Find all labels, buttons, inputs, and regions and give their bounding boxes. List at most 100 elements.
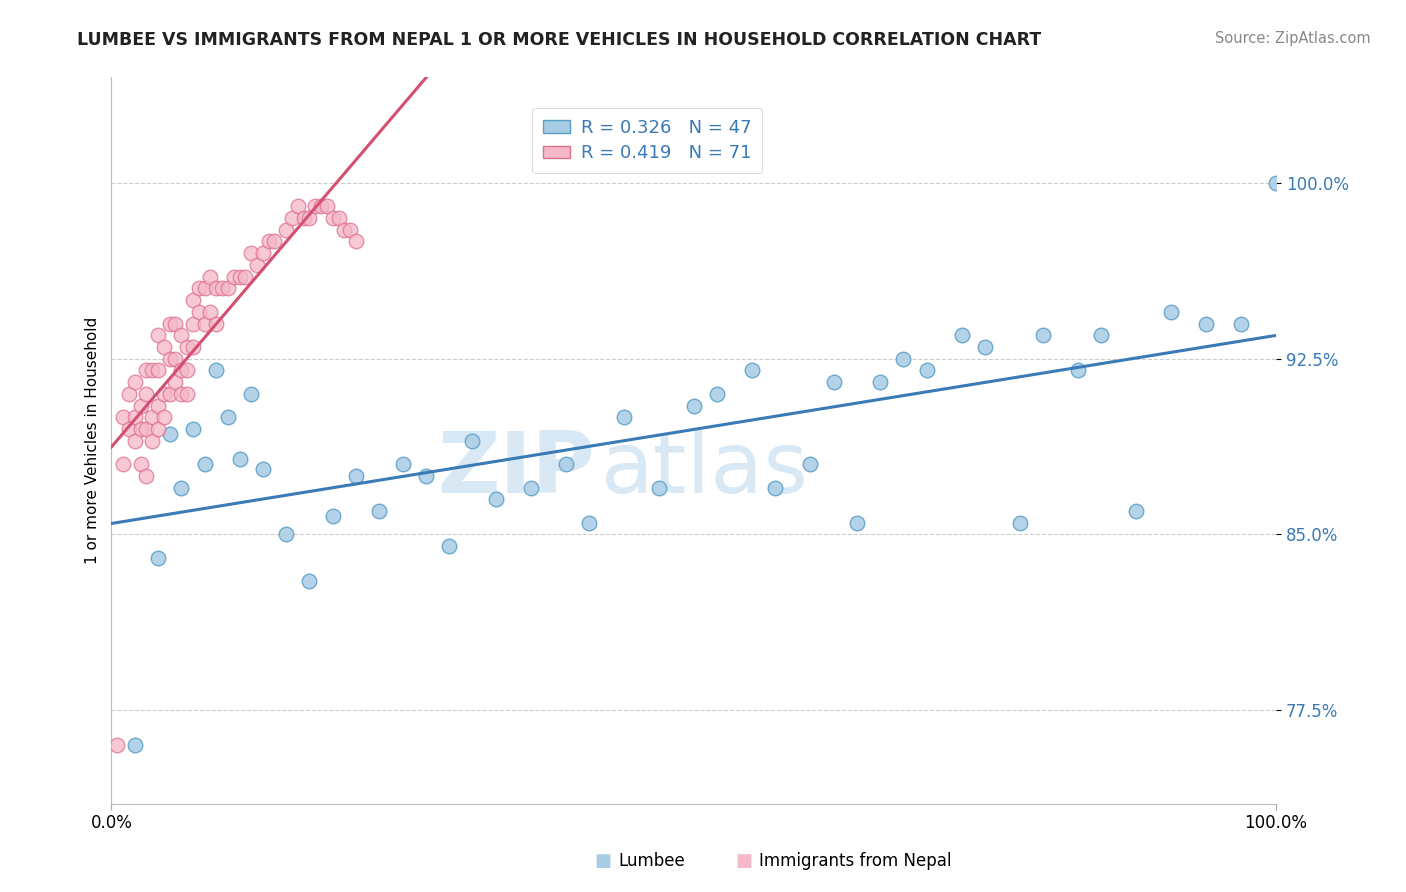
Point (344, 468, 367, 483)
Point (706, 387, 728, 401)
Text: LUMBEE VS IMMIGRANTS FROM NEPAL 1 OR MORE VEHICLES IN HOUSEHOLD CORRELATION CHAR: LUMBEE VS IMMIGRANTS FROM NEPAL 1 OR MOR… (77, 31, 1042, 49)
Point (146, 328, 169, 343)
Text: ZIP: ZIP (437, 428, 595, 511)
Point (141, 410, 163, 425)
Point (519, 481, 541, 495)
Point (328, 211, 350, 225)
Point (118, 387, 141, 401)
Point (274, 527, 297, 541)
Point (170, 328, 193, 343)
Point (893, 351, 915, 366)
Point (141, 434, 163, 448)
Point (240, 246, 263, 260)
Point (252, 462, 274, 476)
Text: Source: ZipAtlas.com: Source: ZipAtlas.com (1215, 31, 1371, 46)
Point (391, 457, 413, 471)
Point (217, 281, 239, 295)
Point (741, 363, 763, 377)
Point (200, 305, 222, 319)
Point (181, 422, 204, 436)
Point (298, 574, 321, 589)
Point (1090, 328, 1112, 343)
Point (274, 223, 297, 237)
Point (228, 269, 250, 284)
Text: atlas: atlas (600, 428, 808, 511)
Point (1230, 317, 1253, 331)
Point (146, 550, 169, 565)
Point (1067, 363, 1090, 377)
Point (176, 387, 198, 401)
Point (950, 328, 973, 343)
Point (257, 235, 280, 249)
Point (194, 281, 217, 295)
Point (461, 434, 484, 448)
Point (165, 317, 187, 331)
Point (135, 422, 157, 436)
Point (181, 340, 204, 354)
Point (344, 235, 367, 249)
Point (315, 199, 337, 213)
Point (211, 281, 233, 295)
Point (194, 457, 217, 471)
Point (974, 340, 997, 354)
Point (205, 281, 228, 295)
Point (333, 223, 356, 237)
Legend: R = 0.326   N = 47, R = 0.419   N = 71: R = 0.326 N = 47, R = 0.419 N = 71 (531, 108, 762, 173)
Point (146, 363, 169, 377)
Point (146, 422, 169, 436)
Point (292, 211, 315, 225)
Point (415, 468, 437, 483)
Point (205, 363, 228, 377)
Point (1195, 317, 1218, 331)
Point (159, 351, 181, 366)
Point (159, 426, 181, 441)
Point (869, 375, 891, 389)
Point (368, 504, 391, 518)
Text: ■: ■ (595, 852, 612, 870)
Point (309, 199, 332, 213)
Point (217, 410, 239, 425)
Point (176, 340, 198, 354)
Point (170, 387, 193, 401)
Point (159, 387, 181, 401)
Point (763, 481, 786, 495)
Point (240, 387, 263, 401)
Point (135, 363, 157, 377)
Point (153, 340, 176, 354)
Point (339, 223, 361, 237)
Point (129, 457, 152, 471)
Point (159, 317, 181, 331)
Point (153, 387, 176, 401)
Point (304, 199, 326, 213)
Point (799, 457, 821, 471)
Point (322, 211, 344, 225)
Point (170, 481, 193, 495)
Point (648, 481, 671, 495)
Point (823, 375, 845, 389)
Text: Immigrants from Nepal: Immigrants from Nepal (759, 852, 952, 870)
Point (153, 410, 176, 425)
Y-axis label: 1 or more Vehicles in Household: 1 or more Vehicles in Household (86, 317, 100, 565)
Point (845, 516, 868, 530)
Point (124, 375, 146, 389)
Point (181, 293, 204, 307)
Point (135, 468, 157, 483)
Point (298, 211, 321, 225)
Point (135, 387, 157, 401)
Point (124, 410, 146, 425)
Point (129, 422, 152, 436)
Point (205, 317, 228, 331)
Point (1125, 504, 1147, 518)
Point (682, 399, 704, 413)
Point (554, 457, 576, 471)
Point (235, 269, 257, 284)
Point (146, 399, 169, 413)
Point (118, 422, 141, 436)
Point (129, 399, 152, 413)
Point (578, 516, 600, 530)
Point (124, 739, 146, 753)
Point (263, 235, 285, 249)
Point (141, 363, 163, 377)
Point (176, 363, 198, 377)
Point (124, 434, 146, 448)
